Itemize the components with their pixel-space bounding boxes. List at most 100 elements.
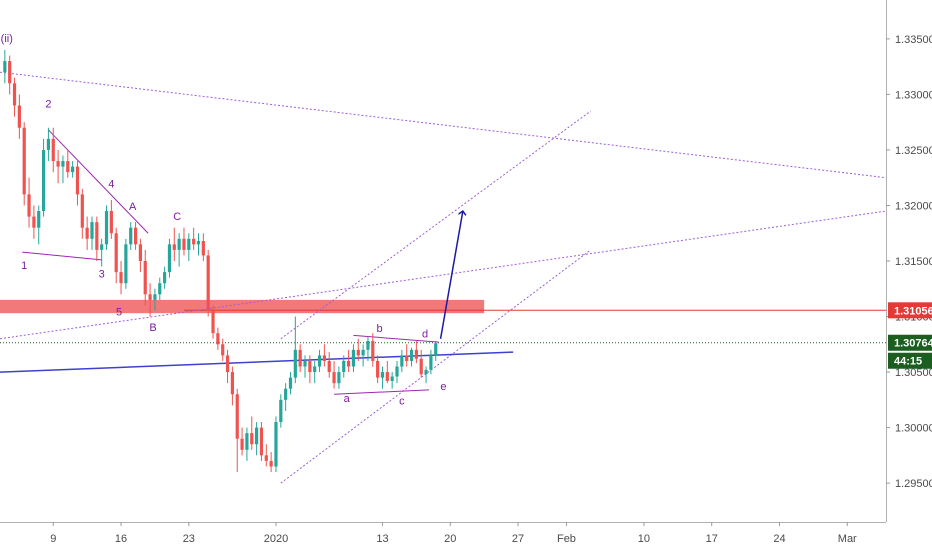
- candle-body: [351, 349, 356, 367]
- triangle-lower-line: [334, 389, 429, 395]
- candle: [332, 360, 336, 389]
- candle-body: [206, 255, 210, 311]
- candle: [405, 344, 409, 367]
- candle-body: [264, 455, 268, 461]
- y-tick-label: 1.30000: [895, 423, 932, 435]
- candle: [288, 372, 293, 395]
- candle: [317, 349, 322, 373]
- candle: [225, 349, 230, 384]
- candle: [133, 222, 138, 250]
- candle: [434, 340, 438, 361]
- candle: [206, 249, 210, 317]
- wave-label: c: [399, 395, 405, 407]
- candle-body: [235, 394, 239, 439]
- wave-label: 5: [116, 306, 122, 318]
- candle: [109, 199, 113, 239]
- candle-body: [85, 227, 89, 239]
- candle-body: [429, 355, 433, 370]
- candle-body: [303, 360, 307, 367]
- candle-body: [22, 127, 26, 195]
- candle-body: [366, 340, 370, 350]
- candle-body: [138, 244, 143, 261]
- candle: [322, 344, 326, 367]
- candle: [85, 216, 89, 250]
- candle-body: [104, 211, 109, 245]
- x-tick-label: 20: [444, 533, 456, 545]
- candle-body: [332, 372, 336, 384]
- candle: [245, 427, 249, 461]
- resistance-price-badge-bg: [888, 302, 932, 319]
- y-tick-label: 1.33500: [895, 34, 932, 46]
- candle: [90, 216, 94, 250]
- wave-label: d: [422, 329, 428, 341]
- resistance-zone: [0, 299, 485, 314]
- candle: [216, 327, 220, 350]
- x-tick-label: 17: [706, 533, 718, 545]
- candle-body: [90, 222, 94, 239]
- price-badges-layer: 1.31056 1.30764 44:15: [888, 302, 932, 369]
- candle: [240, 427, 244, 456]
- candle: [366, 336, 370, 361]
- candle-body: [95, 222, 99, 250]
- candle-body: [158, 283, 162, 295]
- x-tick-label: 24: [773, 533, 785, 545]
- channel-upper-line: [280, 110, 591, 340]
- y-tick-label: 1.30500: [895, 367, 932, 379]
- candle: [211, 305, 215, 339]
- candle-body: [100, 244, 104, 250]
- candle-body: [8, 61, 12, 84]
- wave-label: 1: [21, 260, 27, 272]
- candle: [269, 452, 273, 473]
- candle-body: [129, 227, 133, 245]
- countdown-badge: 44:15: [888, 352, 932, 369]
- candle-body: [376, 360, 380, 378]
- candle: [235, 388, 239, 473]
- y-tick-label: 1.29500: [895, 478, 932, 490]
- candle-body: [409, 349, 414, 361]
- candle-body: [434, 343, 438, 356]
- candle-body: [148, 294, 152, 300]
- candle: [167, 238, 172, 278]
- candle: [172, 227, 176, 261]
- candle-body: [279, 399, 283, 423]
- candle-body: [46, 138, 51, 150]
- candle: [259, 422, 264, 461]
- candle: [274, 416, 278, 473]
- candle: [182, 227, 186, 256]
- candle-body: [400, 355, 404, 367]
- candle-body: [167, 244, 172, 273]
- wave-label: C: [173, 211, 181, 223]
- candle-body: [293, 349, 297, 378]
- candle-body: [61, 161, 65, 167]
- candle: [66, 149, 70, 178]
- candle-body: [182, 238, 186, 250]
- channel-lower-line: [280, 249, 591, 484]
- candle-body: [201, 241, 205, 256]
- y-tick-label: 1.33000: [895, 89, 932, 101]
- candle: [56, 149, 60, 184]
- x-tick-label: 27: [512, 533, 524, 545]
- candle-body: [12, 83, 17, 106]
- candle: [361, 344, 365, 367]
- resistance-price-badge: 1.31056: [888, 302, 932, 319]
- candle: [8, 55, 12, 95]
- candle-body: [356, 349, 360, 356]
- candle-body: [172, 244, 176, 250]
- candle: [409, 347, 414, 367]
- wave-label: 3: [99, 269, 105, 281]
- candle-body: [346, 360, 351, 367]
- candle: [148, 283, 152, 317]
- wave-label: 2: [45, 99, 51, 111]
- candle: [264, 444, 268, 467]
- candle-body: [163, 272, 167, 284]
- candle-body: [342, 360, 346, 373]
- candle: [153, 288, 157, 311]
- candle: [342, 355, 346, 378]
- x-tick-label: 10: [638, 533, 650, 545]
- candle: [51, 127, 55, 173]
- candle: [196, 233, 201, 256]
- wave-label: (ii): [1, 33, 13, 45]
- candle-body: [80, 194, 84, 228]
